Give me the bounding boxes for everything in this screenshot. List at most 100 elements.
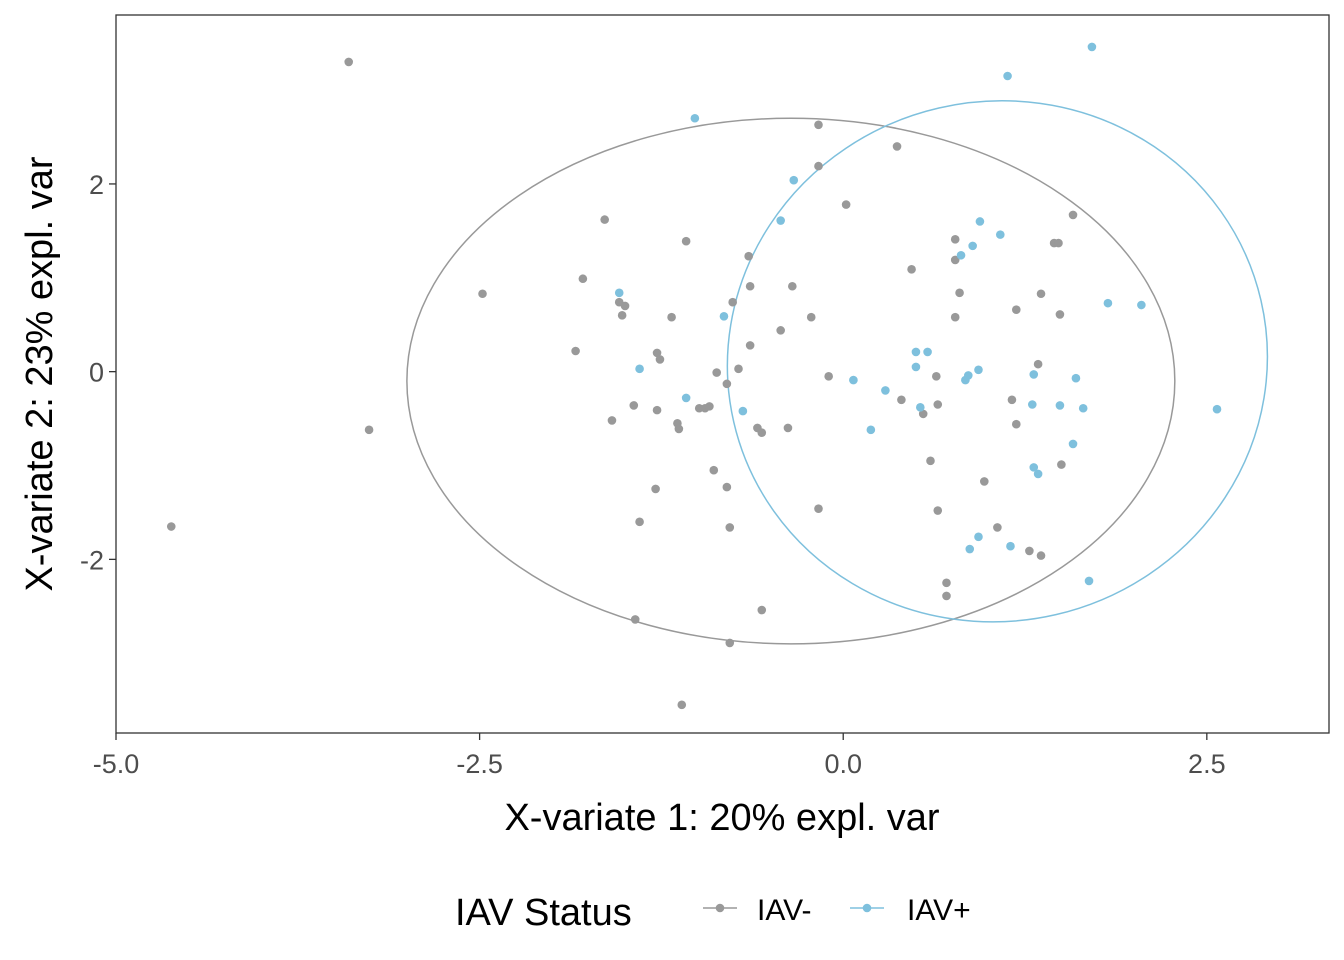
data-point [1103, 298, 1113, 308]
data-point [614, 288, 624, 298]
data-point [814, 504, 823, 513]
data-point [757, 428, 767, 437]
y-axis-title: X-variate 2: 23% expl. var [19, 156, 61, 591]
data-point [923, 347, 932, 357]
data-point [578, 274, 588, 284]
x-tick-label: 0.0 [824, 749, 862, 779]
data-point [788, 281, 797, 291]
data-point [1033, 359, 1043, 369]
data-point [950, 235, 960, 244]
data-point [1033, 469, 1043, 479]
data-point [1057, 460, 1066, 469]
data-point [907, 265, 916, 274]
data-point [166, 522, 176, 531]
data-point [961, 375, 970, 385]
data-point [1006, 541, 1015, 551]
data-point [728, 297, 737, 307]
data-point [1027, 400, 1037, 409]
data-point [974, 532, 983, 542]
data-point [738, 406, 748, 416]
data-point [776, 326, 785, 335]
data-point [1087, 42, 1097, 52]
data-point [681, 393, 691, 403]
data-point [1029, 370, 1039, 379]
series-iav-positive [614, 42, 1222, 586]
data-point [814, 161, 823, 171]
data-point [725, 523, 735, 532]
data-point [652, 348, 662, 358]
data-point [1055, 310, 1065, 319]
data-point [478, 289, 487, 299]
data-point [1036, 289, 1046, 299]
data-point [783, 423, 793, 433]
y-axis: -2 0 2 [80, 170, 116, 575]
data-point [849, 375, 858, 385]
data-point [1137, 300, 1146, 310]
data-point [1055, 401, 1065, 410]
data-point [744, 251, 753, 261]
data-point [734, 364, 743, 374]
data-point [942, 578, 951, 588]
data-point [932, 372, 941, 381]
data-point [364, 425, 374, 435]
data-point [881, 386, 890, 395]
data-point [629, 401, 639, 410]
data-point [600, 215, 609, 224]
data-point [776, 216, 785, 225]
data-point [725, 638, 735, 648]
data-point [745, 281, 755, 291]
legend-label-iav-positive: IAV+ [907, 894, 971, 927]
x-axis-title: X-variate 1: 20% expl. var [504, 797, 939, 839]
data-point [1212, 404, 1222, 414]
data-point [824, 372, 833, 381]
data-point [956, 250, 966, 260]
data-point [630, 615, 640, 624]
x-tick-label: -2.5 [456, 749, 503, 779]
x-axis: -5.0 -2.5 0.0 2.5 [93, 733, 1226, 779]
data-point [974, 365, 983, 375]
data-point [950, 255, 960, 265]
data-point [1078, 403, 1088, 413]
data-point [1025, 546, 1034, 556]
data-point [652, 405, 662, 415]
data-points [166, 42, 1222, 710]
data-point [677, 700, 687, 710]
data-point [745, 341, 755, 350]
data-point [897, 395, 906, 405]
data-point [1054, 238, 1063, 248]
data-point [993, 523, 1002, 532]
legend: IAV Status IAV- IAV+ [455, 892, 971, 934]
legend-label-iav-negative: IAV- [757, 894, 811, 927]
data-point [933, 400, 943, 409]
confidence-ellipse-iav-positive [726, 100, 1269, 623]
data-point [942, 591, 951, 601]
y-tick-label: -2 [80, 545, 104, 575]
data-point [965, 544, 975, 554]
data-point [892, 142, 902, 151]
data-point [789, 175, 799, 185]
data-point [911, 362, 921, 372]
data-point [712, 368, 721, 377]
data-point [1007, 395, 1017, 405]
data-point [705, 402, 714, 411]
data-point [571, 346, 580, 356]
data-point [620, 301, 630, 311]
data-point [635, 364, 644, 374]
data-point [607, 416, 617, 425]
legend-key-iav-positive [850, 903, 884, 913]
data-point [709, 465, 719, 475]
data-point [806, 312, 816, 322]
data-point [933, 506, 943, 515]
data-point [757, 605, 767, 615]
y-tick-label: 2 [89, 170, 104, 200]
data-point [975, 217, 985, 226]
data-point [1084, 576, 1094, 586]
data-point [674, 424, 684, 434]
x-tick-label: 2.5 [1188, 749, 1226, 779]
data-point [979, 477, 989, 486]
data-point [926, 456, 935, 466]
data-point [918, 409, 928, 419]
data-point [719, 311, 729, 321]
x-tick-label: -5.0 [93, 749, 140, 779]
